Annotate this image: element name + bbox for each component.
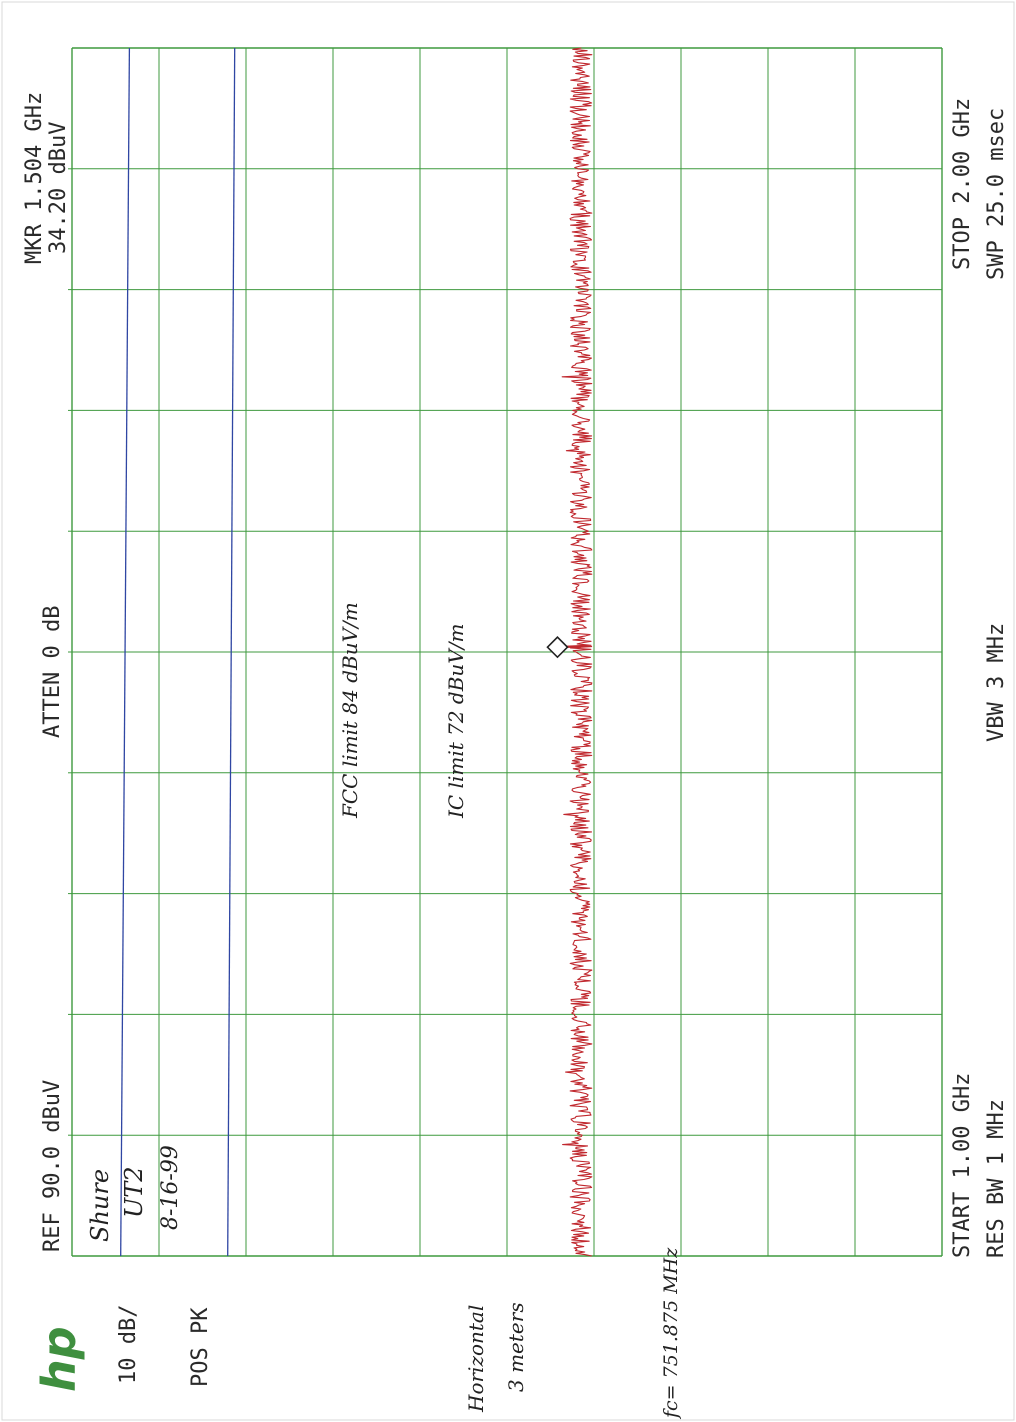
stop-frequency-label: STOP 2.00 GHz xyxy=(950,97,975,270)
detector-label: POS PK xyxy=(188,1307,213,1387)
hp-logo: hp xyxy=(32,1326,86,1392)
marker-level-label: 34.20 dBuV xyxy=(46,121,71,254)
measured-trace xyxy=(556,47,593,1257)
fcc-limit-line xyxy=(120,47,131,1257)
resolution-bandwidth-label: RES BW 1 MHz xyxy=(984,1099,1009,1258)
sweep-time-label: SWP 25.0 msec xyxy=(984,107,1009,280)
ic-limit-note: IC limit 72 dBuV/m xyxy=(444,623,468,818)
marker-frequency-label: MKR 1.504 GHz xyxy=(22,91,47,264)
fcc-limit-note: FCC limit 84 dBuV/m xyxy=(338,602,362,818)
center-frequency-note: fc= 751.875 MHz xyxy=(660,1247,682,1418)
ic-limit-line xyxy=(227,47,236,1257)
marker-diamond xyxy=(546,636,569,659)
video-bandwidth-label: VBW 3 MHz xyxy=(984,622,1009,742)
scale-label: 10 dB/ xyxy=(116,1304,141,1384)
device-name-note: Shure xyxy=(86,1168,114,1242)
ref-level-label: REF 90.0 dBuV xyxy=(40,1079,65,1252)
date-note: 8-16-99 xyxy=(158,1145,183,1230)
atten-label: ATTEN 0 dB xyxy=(40,605,65,738)
distance-note: 3 meters xyxy=(504,1302,528,1392)
start-frequency-label: START 1.00 GHz xyxy=(950,1072,975,1258)
device-model-note: UT2 xyxy=(120,1166,148,1218)
polarization-note: Horizontal xyxy=(464,1304,488,1412)
